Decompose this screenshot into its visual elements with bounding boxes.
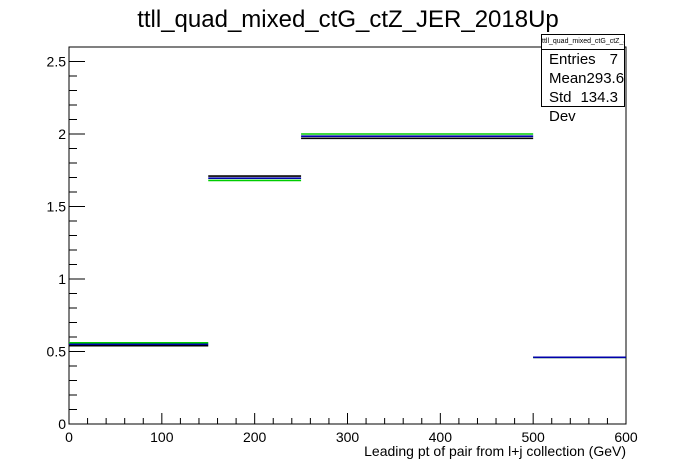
stats-box: ttll_quad_mixed_ctG_ctZ_JER_2018Up Entri… — [541, 34, 625, 125]
chart-title: ttll_quad_mixed_ctG_ctZ_JER_2018Up — [137, 6, 559, 33]
y-tick-label: 2 — [58, 126, 66, 142]
stats-label: Mean — [549, 70, 587, 87]
stats-row-entries: Entries 7 — [542, 50, 624, 69]
stats-label: Entries — [549, 51, 596, 68]
y-tick-label: 0.5 — [47, 344, 67, 360]
x-tick-label: 400 — [429, 429, 453, 445]
x-tick-label: 300 — [336, 429, 360, 445]
x-tick-label: 0 — [65, 429, 73, 445]
stats-value: 134.3 — [580, 89, 618, 106]
stats-box-title: ttll_quad_mixed_ctG_ctZ_JER_2018Up — [542, 35, 624, 50]
y-tick-label: 2.5 — [47, 54, 67, 70]
y-tick-label: 1.5 — [47, 199, 67, 215]
stats-row-stddev: Std Dev 134.3 — [542, 88, 624, 126]
x-tick-label: 200 — [243, 429, 267, 445]
x-tick-label: 600 — [614, 429, 638, 445]
x-axis-label: Leading pt of pair from l+j collection (… — [364, 443, 626, 459]
y-tick-label: 1 — [58, 271, 66, 287]
stats-row-mean: Mean 293.6 — [542, 69, 624, 88]
stats-value: 293.6 — [586, 70, 625, 87]
stats-value: 7 — [609, 51, 618, 68]
x-tick-label: 100 — [150, 429, 174, 445]
x-tick-label: 500 — [521, 429, 545, 445]
stats-label: Std Dev — [549, 89, 576, 125]
y-tick-label: 0 — [58, 416, 66, 432]
